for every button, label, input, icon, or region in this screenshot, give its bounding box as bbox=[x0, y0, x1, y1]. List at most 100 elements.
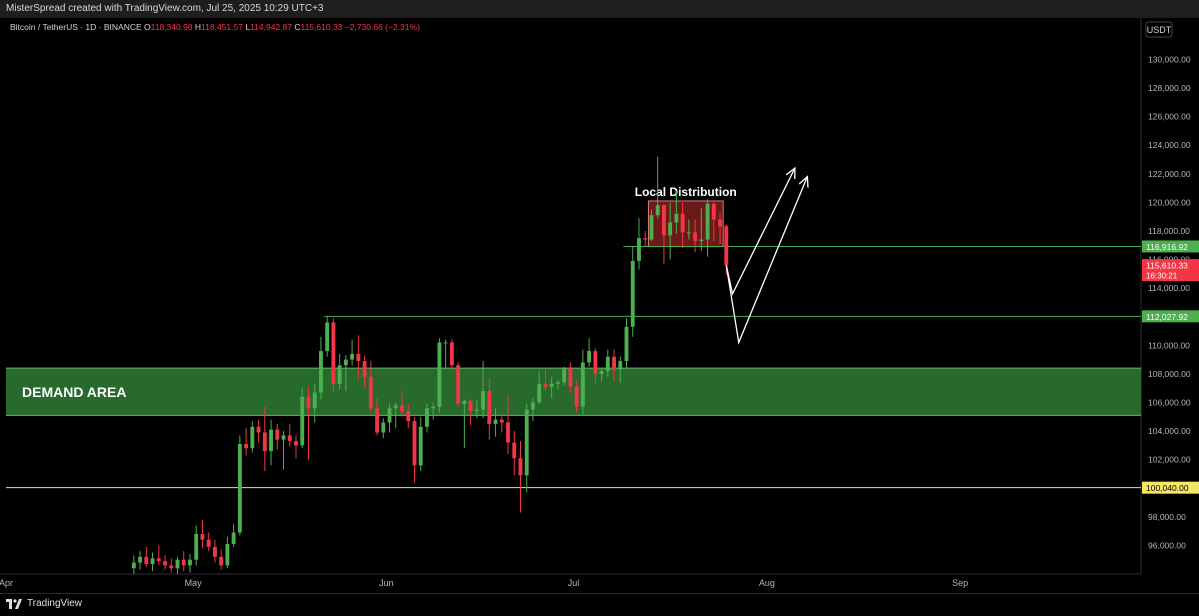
candle-body[interactable] bbox=[200, 533, 205, 540]
candle-body[interactable] bbox=[512, 442, 517, 459]
candle-body[interactable] bbox=[618, 361, 623, 370]
candle-body[interactable] bbox=[425, 408, 429, 427]
candle-body[interactable] bbox=[156, 558, 161, 562]
candle-body[interactable] bbox=[412, 421, 417, 466]
candle-body[interactable] bbox=[562, 368, 567, 383]
candle-body[interactable] bbox=[699, 239, 704, 241]
candle-body[interactable] bbox=[718, 219, 722, 227]
candle-body[interactable] bbox=[362, 361, 367, 377]
candle-body[interactable] bbox=[643, 238, 648, 240]
candle-body[interactable] bbox=[312, 392, 317, 409]
candle-body[interactable] bbox=[568, 368, 573, 387]
candle-body[interactable] bbox=[281, 435, 286, 440]
candle-body[interactable] bbox=[693, 232, 698, 241]
candle-body[interactable] bbox=[587, 351, 592, 363]
candle-body[interactable] bbox=[212, 546, 217, 557]
candle-body[interactable] bbox=[387, 408, 392, 423]
candle-body[interactable] bbox=[262, 432, 267, 452]
candle-body[interactable] bbox=[506, 422, 510, 443]
candle-body[interactable] bbox=[481, 391, 486, 410]
candle-body[interactable] bbox=[231, 532, 236, 544]
candle-body[interactable] bbox=[443, 342, 448, 344]
candle-body[interactable] bbox=[686, 232, 691, 234]
candle-body[interactable] bbox=[150, 558, 155, 564]
distribution-zone[interactable] bbox=[647, 200, 724, 248]
candle-body[interactable] bbox=[456, 365, 461, 404]
candle-body[interactable] bbox=[543, 383, 548, 387]
candle-body[interactable] bbox=[555, 382, 560, 384]
candle-body[interactable] bbox=[188, 559, 192, 566]
candle-body[interactable] bbox=[256, 426, 261, 433]
candle-body[interactable] bbox=[138, 556, 143, 563]
candle-body[interactable] bbox=[624, 326, 629, 362]
candle-body[interactable] bbox=[418, 426, 423, 466]
candle-body[interactable] bbox=[194, 533, 199, 560]
currency-box[interactable] bbox=[1145, 21, 1173, 38]
candle-body[interactable] bbox=[580, 362, 585, 407]
candle-body[interactable] bbox=[612, 356, 616, 370]
candle-body[interactable] bbox=[462, 401, 467, 404]
candle-body[interactable] bbox=[493, 419, 498, 424]
candle-body[interactable] bbox=[724, 226, 729, 266]
candle-body[interactable] bbox=[250, 426, 255, 449]
candle-body[interactable] bbox=[393, 405, 398, 409]
projection-path[interactable] bbox=[725, 176, 808, 345]
candle-body[interactable] bbox=[244, 443, 249, 449]
candle-body[interactable] bbox=[306, 396, 311, 409]
candle-body[interactable] bbox=[406, 411, 411, 422]
candle-body[interactable] bbox=[431, 406, 436, 409]
candle-body[interactable] bbox=[674, 213, 679, 223]
candle-body[interactable] bbox=[400, 405, 404, 412]
candle-body[interactable] bbox=[375, 408, 379, 433]
candle-body[interactable] bbox=[169, 565, 174, 569]
candle-body[interactable] bbox=[175, 559, 180, 569]
candle-body[interactable] bbox=[331, 322, 336, 384]
candle-body[interactable] bbox=[599, 371, 604, 374]
candle-body[interactable] bbox=[549, 383, 554, 387]
candle-body[interactable] bbox=[499, 419, 504, 423]
candle-body[interactable] bbox=[680, 213, 685, 233]
candle-body[interactable] bbox=[630, 260, 635, 327]
candle-body[interactable] bbox=[655, 205, 660, 216]
candle-body[interactable] bbox=[524, 409, 529, 476]
candle-body[interactable] bbox=[294, 441, 298, 446]
candle-body[interactable] bbox=[318, 351, 323, 393]
candle-body[interactable] bbox=[368, 376, 373, 409]
candle-body[interactable] bbox=[269, 429, 273, 452]
candle-body[interactable] bbox=[518, 458, 523, 476]
candle-body[interactable] bbox=[275, 429, 280, 440]
candle-body[interactable] bbox=[337, 365, 342, 384]
candle-body[interactable] bbox=[163, 561, 167, 566]
price-chart[interactable]: USDT Bitcoin / TetherUS · 1D · BINANCE O1… bbox=[0, 18, 1199, 593]
chart-svg[interactable]: USDT Bitcoin / TetherUS · 1D · BINANCE O1… bbox=[0, 18, 1199, 593]
candle-body[interactable] bbox=[705, 203, 710, 240]
candle-body[interactable] bbox=[300, 396, 305, 446]
candle-body[interactable] bbox=[574, 386, 579, 407]
demand-area-zone[interactable] bbox=[6, 368, 1141, 416]
candle-body[interactable] bbox=[325, 322, 330, 352]
candle-body[interactable] bbox=[381, 422, 386, 433]
candle-body[interactable] bbox=[487, 391, 492, 424]
candle-body[interactable] bbox=[237, 443, 242, 533]
candle-body[interactable] bbox=[181, 559, 186, 566]
candle-body[interactable] bbox=[537, 383, 542, 403]
candle-body[interactable] bbox=[668, 222, 673, 236]
candle-body[interactable] bbox=[661, 205, 666, 236]
candle-body[interactable] bbox=[637, 238, 641, 261]
candle-body[interactable] bbox=[711, 203, 716, 220]
candle-body[interactable] bbox=[287, 435, 292, 442]
candle-body[interactable] bbox=[531, 402, 535, 410]
candle-body[interactable] bbox=[219, 556, 224, 566]
candle-body[interactable] bbox=[449, 342, 454, 366]
candle-body[interactable] bbox=[649, 215, 654, 240]
candle-body[interactable] bbox=[225, 543, 230, 566]
candle-body[interactable] bbox=[350, 353, 355, 360]
candle-body[interactable] bbox=[437, 342, 442, 407]
candle-body[interactable] bbox=[356, 353, 361, 362]
candle-body[interactable] bbox=[593, 351, 598, 374]
candle-body[interactable] bbox=[605, 356, 610, 372]
candle-body[interactable] bbox=[468, 401, 473, 412]
candle-body[interactable] bbox=[144, 556, 149, 564]
candle-body[interactable] bbox=[206, 539, 211, 547]
candle-body[interactable] bbox=[131, 562, 136, 569]
